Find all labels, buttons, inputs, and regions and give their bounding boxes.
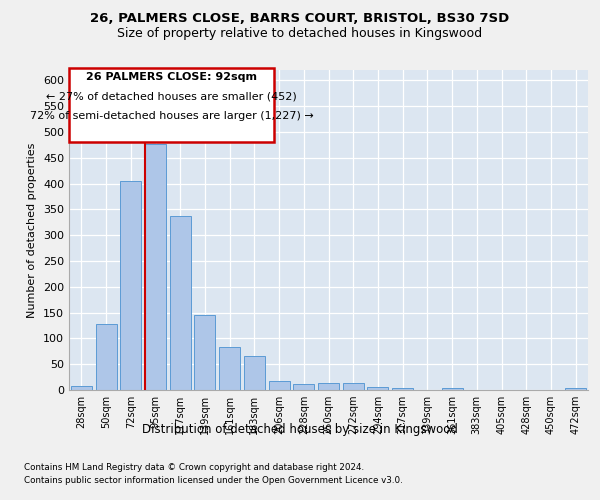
Text: 26 PALMERS CLOSE: 92sqm: 26 PALMERS CLOSE: 92sqm — [86, 72, 257, 83]
Text: Distribution of detached houses by size in Kingswood: Distribution of detached houses by size … — [142, 422, 458, 436]
Y-axis label: Number of detached properties: Number of detached properties — [28, 142, 37, 318]
Bar — [269, 380, 290, 390]
Bar — [565, 388, 586, 390]
Bar — [318, 384, 339, 390]
Text: Contains public sector information licensed under the Open Government Licence v3: Contains public sector information licen… — [24, 476, 403, 485]
Bar — [442, 388, 463, 390]
Bar — [367, 387, 388, 390]
Bar — [219, 346, 240, 390]
Bar — [71, 386, 92, 390]
Bar — [392, 388, 413, 390]
Text: 26, PALMERS CLOSE, BARRS COURT, BRISTOL, BS30 7SD: 26, PALMERS CLOSE, BARRS COURT, BRISTOL,… — [91, 12, 509, 26]
Bar — [293, 384, 314, 390]
Bar — [95, 324, 116, 390]
Bar — [170, 216, 191, 390]
Text: Contains HM Land Registry data © Crown copyright and database right 2024.: Contains HM Land Registry data © Crown c… — [24, 462, 364, 471]
Text: 72% of semi-detached houses are larger (1,227) →: 72% of semi-detached houses are larger (… — [29, 112, 313, 122]
Bar — [145, 144, 166, 390]
Bar — [194, 315, 215, 390]
Text: Size of property relative to detached houses in Kingswood: Size of property relative to detached ho… — [118, 28, 482, 40]
Bar — [343, 384, 364, 390]
Text: ← 27% of detached houses are smaller (452): ← 27% of detached houses are smaller (45… — [46, 92, 297, 102]
Bar — [120, 182, 141, 390]
Bar — [244, 356, 265, 390]
